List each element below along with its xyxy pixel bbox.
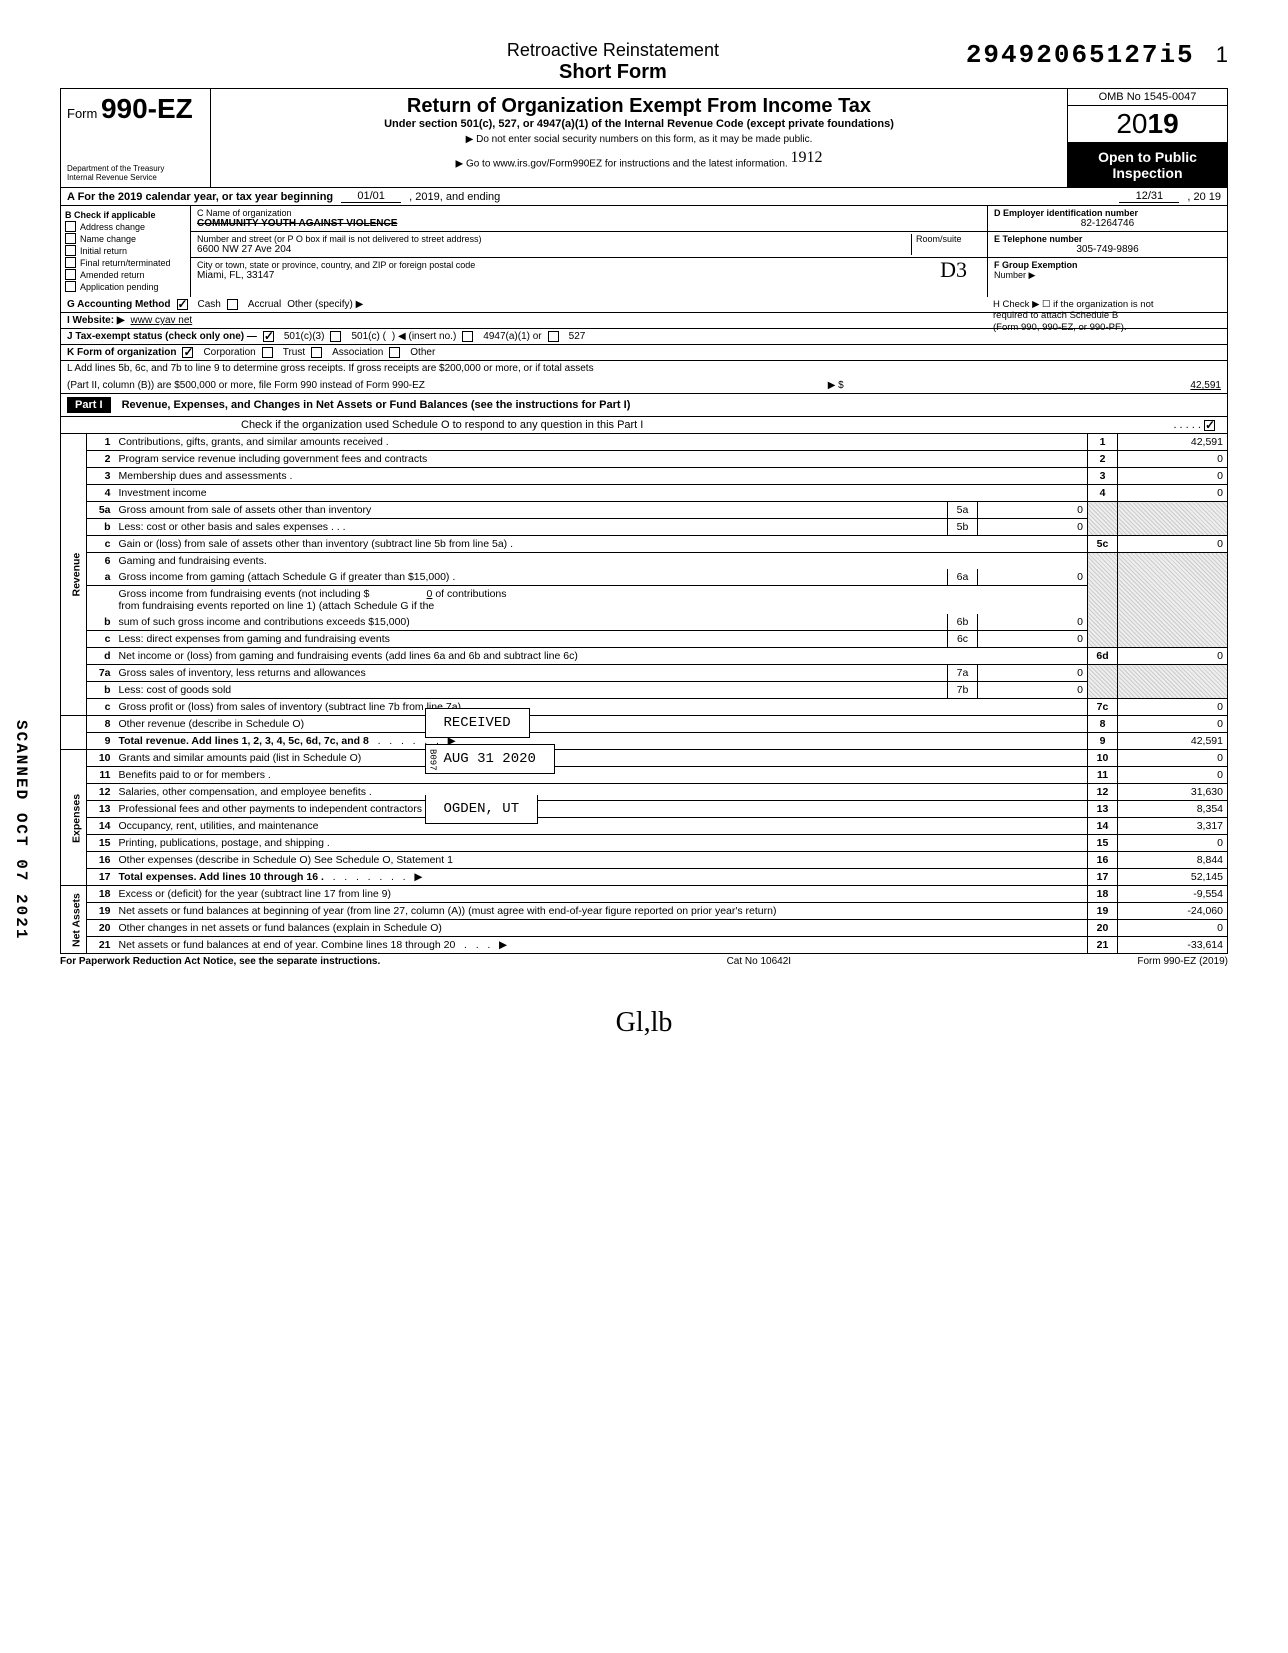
corp-checkbox bbox=[182, 347, 193, 358]
sched-o-checkbox bbox=[1204, 420, 1215, 431]
revenue-label: Revenue bbox=[61, 434, 87, 716]
d-label: D Employer identification number bbox=[994, 208, 1221, 218]
col-b-checkboxes: B Check if applicable Address change Nam… bbox=[61, 206, 191, 297]
year-end-year: , 20 19 bbox=[1187, 191, 1221, 203]
year-end-month: 12/31 bbox=[1119, 190, 1179, 203]
city-state-zip: Miami, FL, 33147 bbox=[197, 270, 274, 281]
row-g-accounting: G Accounting Method Cash Accrual Other (… bbox=[60, 297, 1228, 313]
row-k-org-form: K Form of organization Corporation Trust… bbox=[60, 345, 1228, 361]
revenue-table: Revenue 1Contributions, gifts, grants, a… bbox=[60, 434, 1228, 954]
501c3-checkbox bbox=[263, 331, 274, 342]
gross-receipts-amount: 42,591 bbox=[1190, 380, 1221, 391]
expenses-label: Expenses bbox=[61, 750, 87, 886]
scanned-stamp: SCANNED OCT 07 2021 bbox=[12, 720, 30, 940]
part-1-header: Part I Revenue, Expenses, and Changes in… bbox=[60, 394, 1228, 417]
handwritten-1912: 1912 bbox=[791, 149, 823, 166]
net-assets-label: Net Assets bbox=[61, 886, 87, 954]
schedule-o-check-row: Check if the organization used Schedule … bbox=[60, 417, 1228, 434]
main-title: Return of Organization Exempt From Incom… bbox=[217, 95, 1061, 118]
room-label: Room/suite bbox=[911, 234, 981, 255]
c-label: C Name of organization bbox=[197, 208, 981, 218]
dln-number: 29492065127i5 bbox=[966, 40, 1195, 70]
phone: 305-749-9896 bbox=[994, 244, 1221, 255]
retro-title: Retroactive Reinstatement bbox=[507, 40, 719, 61]
side-h-schedule-b: H Check ▶ ☐ if the organization is not r… bbox=[991, 297, 1221, 335]
org-name: COMMUNITY YOUTH AGAINST VIOLENCE bbox=[197, 218, 397, 229]
form-number: Form 990-EZ bbox=[67, 93, 204, 125]
addr-label: Number and street (or P O box if mail is… bbox=[197, 234, 911, 244]
street-address: 6600 NW 27 Ave 204 bbox=[197, 244, 291, 255]
cash-checkbox bbox=[177, 299, 188, 310]
dept-treasury: Department of the Treasury Internal Reve… bbox=[67, 165, 204, 183]
instr-ssn: ▶ Do not enter social security numbers o… bbox=[217, 134, 1061, 145]
open-public: Open to Public Inspection bbox=[1068, 143, 1227, 187]
website-url: www cyav net bbox=[131, 315, 193, 326]
city-label: City or town, state or province, country… bbox=[197, 260, 981, 270]
page-seq: 1 bbox=[1216, 42, 1228, 67]
date-stamp: B097 AUG 31 2020 bbox=[425, 744, 555, 774]
received-stamp: RECEIVED bbox=[425, 708, 530, 738]
ein: 82-1264746 bbox=[994, 218, 1221, 229]
f-label: F Group Exemption Number ▶ bbox=[994, 260, 1221, 281]
row-l-gross-receipts: L Add lines 5b, 6c, and 7b to line 9 to … bbox=[60, 361, 1228, 394]
tax-year: 2019 bbox=[1068, 106, 1227, 143]
instr-url: ▶ Go to www.irs.gov/Form990EZ for instru… bbox=[217, 149, 1061, 169]
sub-title: Under section 501(c), 527, or 4947(a)(1)… bbox=[217, 118, 1061, 130]
handwritten-bottom: Gl,lb bbox=[60, 1007, 1228, 1039]
year-begin: 01/01 bbox=[341, 190, 401, 203]
handwritten-d3: D3 bbox=[940, 257, 967, 283]
e-label: E Telephone number bbox=[994, 234, 1221, 244]
ogden-stamp: OGDEN, UT bbox=[425, 795, 539, 824]
footer: For Paperwork Reduction Act Notice, see … bbox=[60, 956, 1228, 967]
row-a-tax-year: A For the 2019 calendar year, or tax yea… bbox=[60, 187, 1228, 206]
accrual-checkbox bbox=[227, 299, 238, 310]
omb-number: OMB No 1545-0047 bbox=[1068, 89, 1227, 106]
short-form-title: Short Form bbox=[507, 61, 719, 84]
